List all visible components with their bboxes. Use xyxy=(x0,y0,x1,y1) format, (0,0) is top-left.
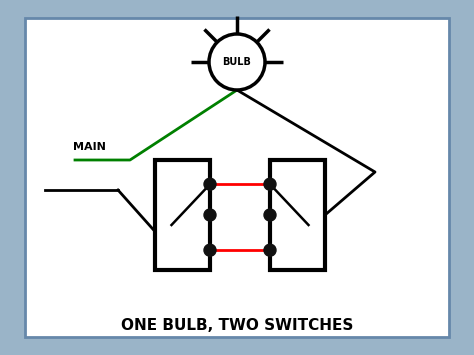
Ellipse shape xyxy=(209,34,265,90)
Circle shape xyxy=(204,209,216,221)
Text: BULB: BULB xyxy=(223,57,251,67)
Text: MAIN: MAIN xyxy=(73,142,106,152)
Bar xyxy=(270,160,325,270)
Bar xyxy=(155,160,210,270)
Circle shape xyxy=(264,209,276,221)
Circle shape xyxy=(204,244,216,256)
Text: ONE BULB, TWO SWITCHES: ONE BULB, TWO SWITCHES xyxy=(121,317,353,333)
Circle shape xyxy=(264,244,276,256)
Circle shape xyxy=(264,178,276,190)
Circle shape xyxy=(204,178,216,190)
Bar xyxy=(25,18,449,337)
